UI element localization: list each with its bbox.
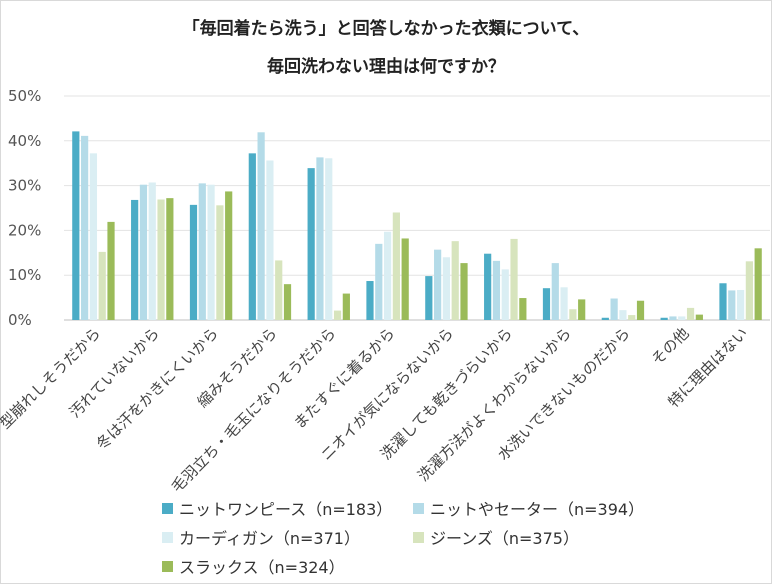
legend-item: カーディガン（n=371） xyxy=(162,526,360,548)
legend-label: ニットやセーター（n=394） xyxy=(430,500,645,519)
bar xyxy=(266,160,274,320)
bar xyxy=(283,284,292,320)
bar xyxy=(492,260,501,320)
bar xyxy=(248,153,256,320)
legend-item: スラックス（n=324） xyxy=(162,555,345,577)
legend-label: カーディガン（n=371） xyxy=(179,529,360,548)
y-tick-label: 20% xyxy=(8,221,41,239)
bar xyxy=(719,283,727,320)
bar xyxy=(333,310,342,320)
bar xyxy=(460,263,468,320)
bar xyxy=(342,293,350,320)
bar xyxy=(542,288,551,320)
bar xyxy=(434,249,442,320)
x-tick-label: その他 xyxy=(648,324,693,369)
legend-swatch xyxy=(162,531,173,543)
bar xyxy=(695,314,703,320)
bar xyxy=(660,317,668,320)
legend-swatch xyxy=(162,502,173,514)
bar xyxy=(736,289,745,320)
bar xyxy=(257,132,265,320)
bar xyxy=(225,191,233,320)
x-tick-label: 型崩れしそうだから xyxy=(0,324,104,432)
bar xyxy=(157,199,165,320)
bar xyxy=(686,307,695,320)
bar xyxy=(728,290,736,320)
bar xyxy=(442,257,451,320)
bar xyxy=(501,269,509,320)
bar xyxy=(198,183,206,320)
bar xyxy=(72,131,80,320)
bar xyxy=(98,251,106,320)
bar xyxy=(166,198,174,320)
bar xyxy=(366,281,374,320)
bar xyxy=(519,298,527,320)
bar xyxy=(107,221,115,320)
y-tick-label: 40% xyxy=(8,132,41,150)
bar xyxy=(636,300,645,320)
bar xyxy=(578,299,586,320)
bar xyxy=(383,231,392,320)
y-tick-label: 10% xyxy=(8,266,41,284)
bar xyxy=(628,315,636,320)
bar xyxy=(560,287,568,320)
bar xyxy=(754,248,762,320)
legend-label: ジーンズ（n=375） xyxy=(430,529,579,548)
legend-label: スラックス（n=324） xyxy=(179,558,345,577)
bar xyxy=(569,309,577,320)
bar xyxy=(669,316,677,320)
legend-item: ニットワンピース（n=183） xyxy=(162,497,392,519)
bar xyxy=(325,158,333,320)
bar xyxy=(81,135,89,320)
bar xyxy=(678,316,686,320)
bar xyxy=(89,153,98,320)
bar xyxy=(425,276,433,320)
bar xyxy=(451,241,459,320)
bar xyxy=(510,238,518,320)
legend-swatch xyxy=(162,560,173,572)
bar xyxy=(316,157,324,320)
legend-swatch xyxy=(413,531,424,543)
bar xyxy=(610,298,618,320)
legend-item: ニットやセーター（n=394） xyxy=(413,497,644,519)
bar xyxy=(207,184,215,320)
x-tick-label: またすぐに着るから xyxy=(290,324,398,432)
bar xyxy=(307,168,315,320)
legend-swatch xyxy=(413,502,424,514)
bar xyxy=(148,182,156,320)
bar xyxy=(601,317,609,320)
bar xyxy=(189,204,198,320)
legend-label: ニットワンピース（n=183） xyxy=(179,500,393,519)
bar xyxy=(375,243,383,320)
y-tick-label: 50% xyxy=(8,87,41,105)
bar xyxy=(392,212,400,320)
bar xyxy=(551,263,559,320)
chart-title-line2: 毎回洗わない理由は何ですか？ xyxy=(267,57,505,77)
y-tick-label: 0% xyxy=(8,311,32,329)
bar xyxy=(745,261,753,320)
bar xyxy=(619,310,627,320)
bar xyxy=(139,184,148,320)
bar xyxy=(401,238,409,320)
bar xyxy=(275,260,283,320)
bar xyxy=(216,205,224,320)
bar xyxy=(484,253,492,320)
legend-item: ジーンズ（n=375） xyxy=(413,526,579,548)
chart-title-line1: 「毎回着たら洗う」と回答しなかった衣類について、 xyxy=(182,19,590,39)
y-tick-label: 30% xyxy=(8,177,41,195)
bar xyxy=(131,199,139,320)
